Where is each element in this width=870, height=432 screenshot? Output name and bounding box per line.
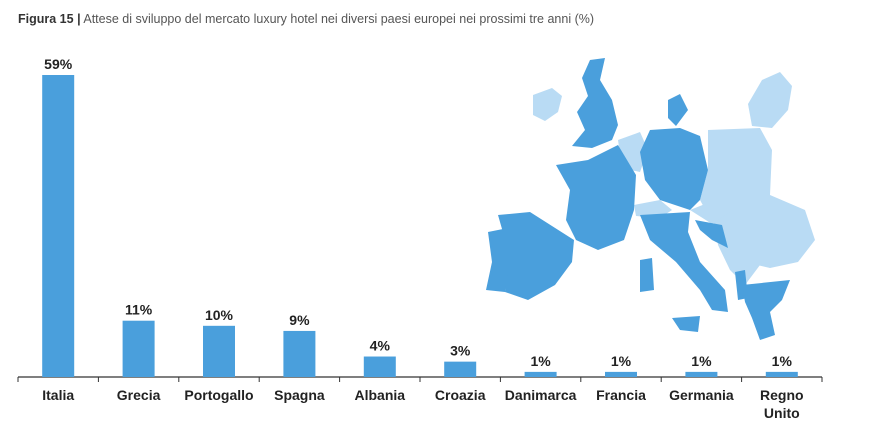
category-label: Germania: [669, 387, 734, 403]
title-text: Attese di sviluppo del mercato luxury ho…: [83, 12, 595, 26]
map-greece: [742, 280, 790, 340]
bar-regno-unito: [765, 371, 798, 377]
bar-italia: [42, 75, 75, 377]
map-denmark: [668, 94, 688, 126]
category-label: Danimarca: [505, 387, 577, 403]
map-eastern-europe: [700, 128, 815, 268]
value-label: 1%: [611, 353, 632, 369]
bar-germania: [685, 371, 718, 377]
map-uk: [572, 58, 618, 148]
bar-danimarca: [524, 371, 557, 377]
title-separator: |: [77, 12, 81, 26]
map-scandinavia-east: [748, 72, 792, 128]
category-label: Albania: [355, 387, 406, 403]
map-portugal: [486, 228, 508, 292]
value-label: 3%: [450, 343, 471, 359]
bar-spagna: [283, 330, 316, 377]
map-croatia: [695, 220, 728, 248]
value-label: 4%: [370, 338, 391, 354]
bar-albania: [363, 356, 396, 377]
value-label: 59%: [44, 56, 73, 72]
value-label: 1%: [691, 353, 712, 369]
value-label: 1%: [530, 353, 551, 369]
bar-portogallo: [203, 325, 235, 377]
map-spain: [498, 212, 574, 300]
bar-francia: [605, 371, 637, 377]
category-label: Italia: [42, 387, 74, 403]
map-italy: [640, 212, 728, 332]
figure-number: Figura 15: [18, 12, 74, 26]
category-label: Croazia: [435, 387, 486, 403]
map-france: [556, 145, 636, 250]
bar-grecia: [122, 320, 155, 377]
value-label: 11%: [125, 302, 153, 318]
bar-croazia: [444, 361, 477, 377]
value-label: 10%: [205, 307, 234, 323]
europe-map: [486, 58, 815, 340]
category-label: Francia: [596, 387, 646, 403]
value-label: 1%: [772, 353, 793, 369]
category-label: Spagna: [274, 387, 325, 403]
map-balkans-light: [715, 225, 760, 285]
category-label: Regno Unito: [760, 387, 804, 421]
bars: 59% Italia 11% Grecia 10% Portogallo 9% Spagna 4…: [42, 56, 804, 421]
category-label: Grecia: [117, 387, 161, 403]
map-ireland: [533, 88, 562, 121]
map-germany: [640, 128, 708, 210]
value-label: 9%: [289, 312, 310, 328]
figure-title: Figura 15 | Attese di sviluppo del merca…: [18, 12, 594, 26]
x-ticks: [17, 377, 823, 382]
category-label: Portogallo: [184, 387, 253, 403]
